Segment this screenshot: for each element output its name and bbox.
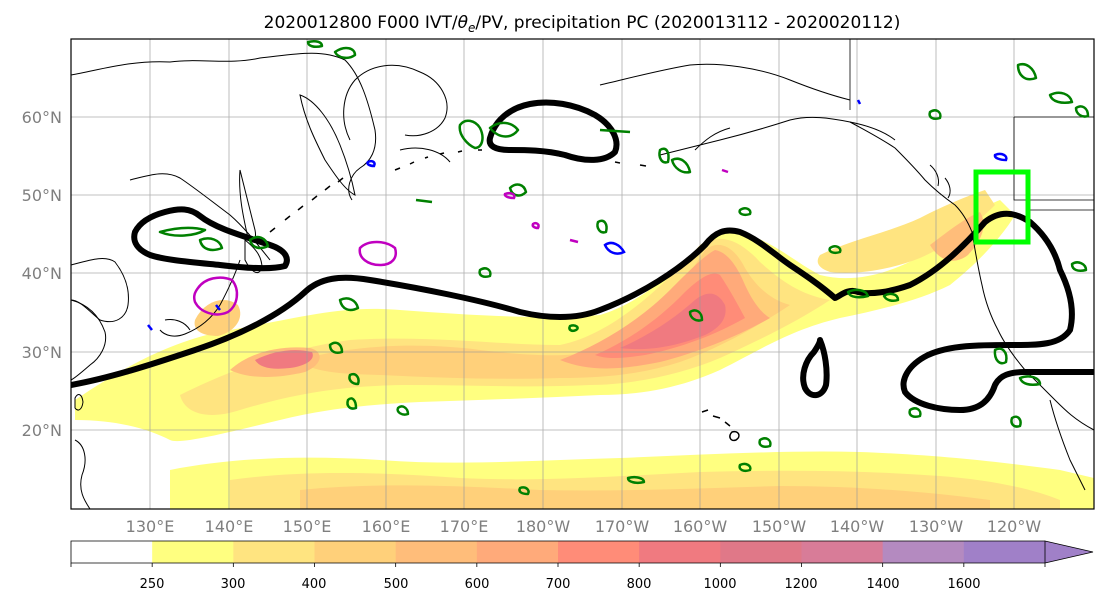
lon-label: 170°W [595,517,650,536]
colorbar-segments [70,540,1094,564]
colorbar-extend-arrow [1044,540,1094,564]
colorbar-segment [801,541,884,563]
colorbar-segment [233,541,315,563]
colorbar-label: 1600 [947,577,980,592]
coastlines [71,39,1094,509]
colorbar-label: 400 [302,577,327,592]
colorbar-label: 1400 [866,577,899,592]
colorbar-segment [882,541,965,563]
magenta-contours [192,168,729,316]
colorbar-segment [314,541,397,563]
colorbar-label: 300 [221,577,246,592]
lon-label: 140°E [205,517,254,536]
colorbar-label: 1200 [784,577,817,592]
green-contours [158,39,1090,496]
colorbar-label: 700 [546,577,571,592]
map-frame [70,38,1095,510]
colorbar-ticks [70,563,1046,567]
lon-label: 130°W [909,517,964,536]
colorbar-segment [71,541,153,563]
colorbar-segment [558,541,640,563]
colorbar-segment [639,541,721,563]
lon-label: 140°W [830,517,885,536]
colorbar-label: 500 [384,577,409,592]
blue-contours [147,99,1008,331]
lon-label: 130°E [126,517,175,536]
colorbar: 250 300 400 500 600 700 800 1000 1200 14… [70,540,1094,592]
lat-label: 20°N [22,421,62,440]
colorbar-segment [395,541,478,563]
colorbar-segment [152,541,234,563]
figure-title: 2020012800 F000 IVT/θe/PV, precipitation… [264,13,901,35]
lon-label: 160°W [673,517,728,536]
colorbar-segment [963,541,1046,563]
lat-label: 40°N [22,264,62,283]
colorbar-label: 800 [627,577,652,592]
latitude-labels: 60°N 50°N 40°N 30°N 20°N [22,108,62,440]
gridlines [71,39,1094,509]
lon-label: 180°W [516,517,571,536]
lat-label: 30°N [22,343,62,362]
longitude-labels: 130°E 140°E 150°E 160°E 170°E 180°W 170°… [126,517,1042,536]
lon-label: 150°W [752,517,807,536]
lat-label: 50°N [22,186,62,205]
colorbar-label: 1000 [703,577,736,592]
lon-label: 170°E [440,517,489,536]
colorbar-label: 600 [465,577,490,592]
colorbar-segment [476,541,559,563]
lon-label: 160°E [362,517,411,536]
lat-label: 60°N [22,108,62,127]
lon-label: 120°W [987,517,1042,536]
target-region-box [973,169,1031,245]
lon-label: 150°E [283,517,332,536]
ivt-shading [75,190,1094,509]
colorbar-segment [720,541,802,563]
colorbar-label: 250 [140,577,165,592]
map-panel [70,38,1095,510]
